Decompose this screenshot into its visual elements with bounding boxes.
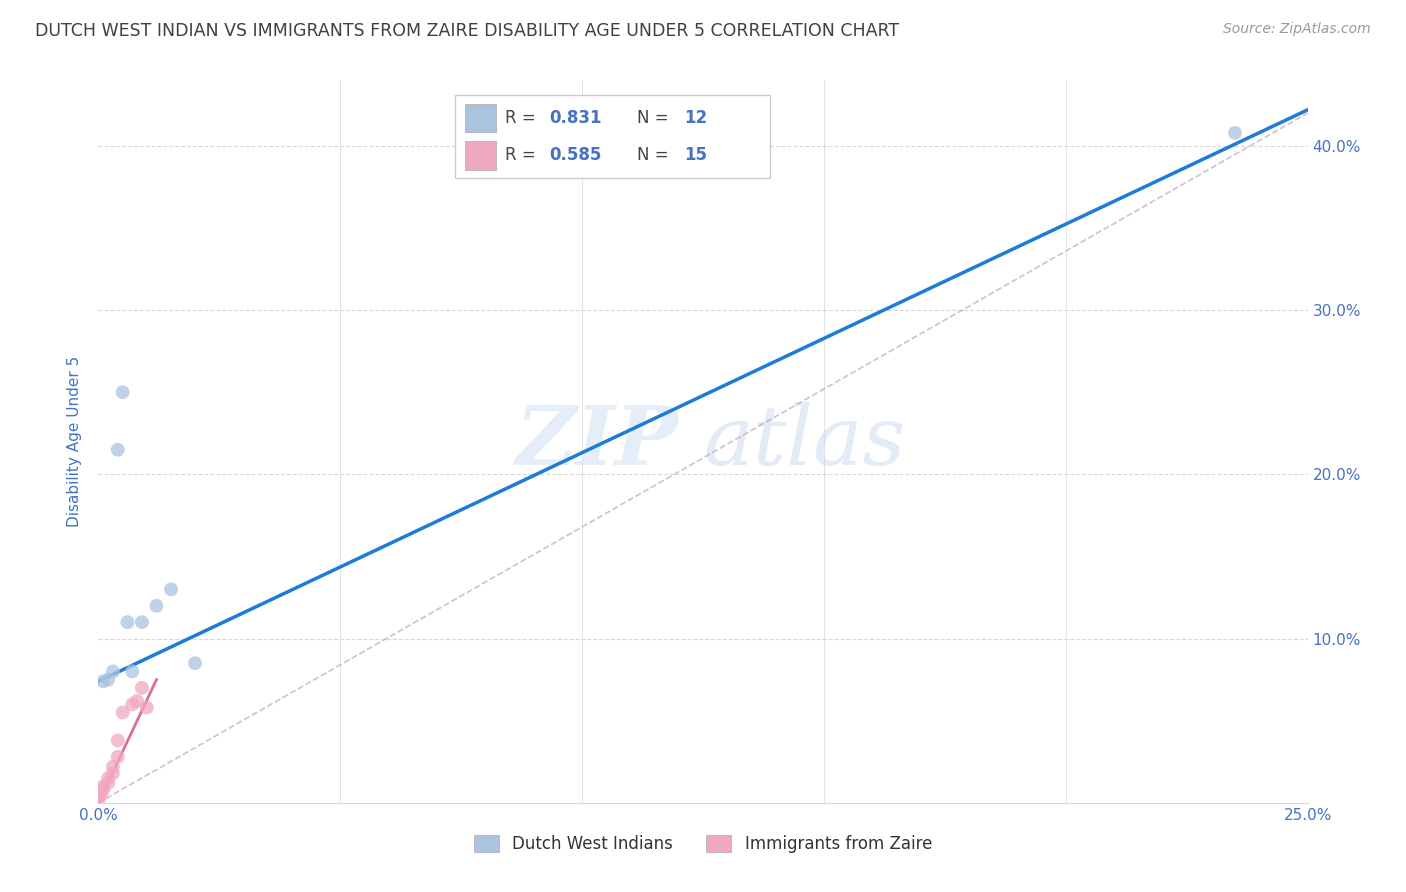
Point (107, 749, 129, 764)
Point (89, 790, 111, 805)
Point (107, 733, 129, 747)
Point (101, 760, 124, 774)
Point (91, 780, 114, 794)
Point (184, 657, 207, 671)
Point (145, 599, 167, 613)
Text: DUTCH WEST INDIAN VS IMMIGRANTS FROM ZAIRE DISABILITY AGE UNDER 5 CORRELATION CH: DUTCH WEST INDIAN VS IMMIGRANTS FROM ZAI… (35, 22, 900, 40)
Y-axis label: Disability Age Under 5: Disability Age Under 5 (67, 356, 83, 527)
Point (111, 706, 134, 720)
Point (101, 766, 124, 780)
Text: atlas: atlas (703, 401, 905, 482)
Point (97, 771, 120, 785)
Point (160, 582, 183, 597)
Point (131, 615, 153, 630)
Point (91, 674, 114, 689)
Point (127, 694, 149, 708)
Point (101, 665, 124, 679)
Point (107, 442, 129, 457)
Text: ZIP: ZIP (516, 401, 679, 482)
Point (91, 782, 114, 797)
Point (90, 788, 112, 802)
Point (131, 681, 153, 695)
Point (135, 700, 157, 714)
Text: Source: ZipAtlas.com: Source: ZipAtlas.com (1223, 22, 1371, 37)
Point (97, 673, 120, 687)
Point (111, 385, 134, 400)
Point (117, 615, 139, 630)
Legend: Dutch West Indians, Immigrants from Zaire: Dutch West Indians, Immigrants from Zair… (467, 828, 939, 860)
Point (1223, 126, 1246, 140)
Point (121, 665, 143, 679)
Point (121, 698, 143, 712)
Point (97, 776, 120, 790)
